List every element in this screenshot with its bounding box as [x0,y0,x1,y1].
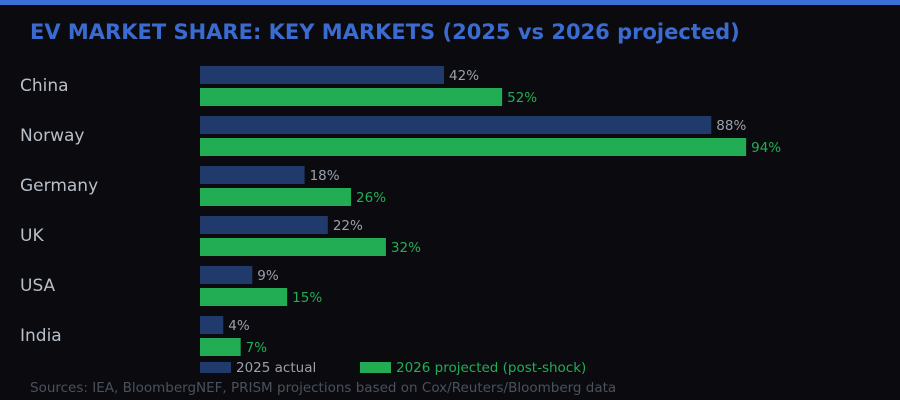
bar-projected [200,188,352,206]
data-label: 9% [257,268,279,284]
bar-projected [200,138,747,156]
data-label: 22% [333,218,363,234]
category-label: Germany [20,176,98,196]
legend-swatch-actual [200,362,231,373]
data-label: 26% [356,190,386,206]
data-label: 18% [310,168,340,184]
data-label: 7% [246,340,268,356]
legend-swatch-projected [360,362,391,373]
bar-actual [200,216,328,234]
bar-actual [200,316,224,334]
source-note: Sources: IEA, BloombergNEF, PRISM projec… [30,380,617,396]
category-label: China [20,76,69,96]
category-label: UK [20,226,44,246]
bar-projected [200,238,386,256]
data-label: 52% [507,90,537,106]
bar-projected [200,88,503,106]
data-label: 32% [391,240,421,256]
data-label: 94% [751,140,781,156]
legend-label-projected: 2026 projected (post-shock) [396,360,586,376]
chart-title: EV MARKET SHARE: KEY MARKETS (2025 vs 20… [30,20,740,44]
data-label: 42% [449,68,479,84]
data-label: 88% [716,118,746,134]
bar-actual [200,66,445,84]
bar-projected [200,288,288,306]
data-label: 4% [228,318,250,334]
category-label: India [20,326,62,346]
bar-actual [200,266,253,284]
category-label: Norway [20,126,85,146]
legend-label-actual: 2025 actual [236,360,316,376]
bar-actual [200,116,712,134]
bar-projected [200,338,241,356]
data-label: 15% [292,290,322,306]
accent-bar [0,0,900,5]
bar-actual [200,166,305,184]
category-label: USA [20,276,56,296]
